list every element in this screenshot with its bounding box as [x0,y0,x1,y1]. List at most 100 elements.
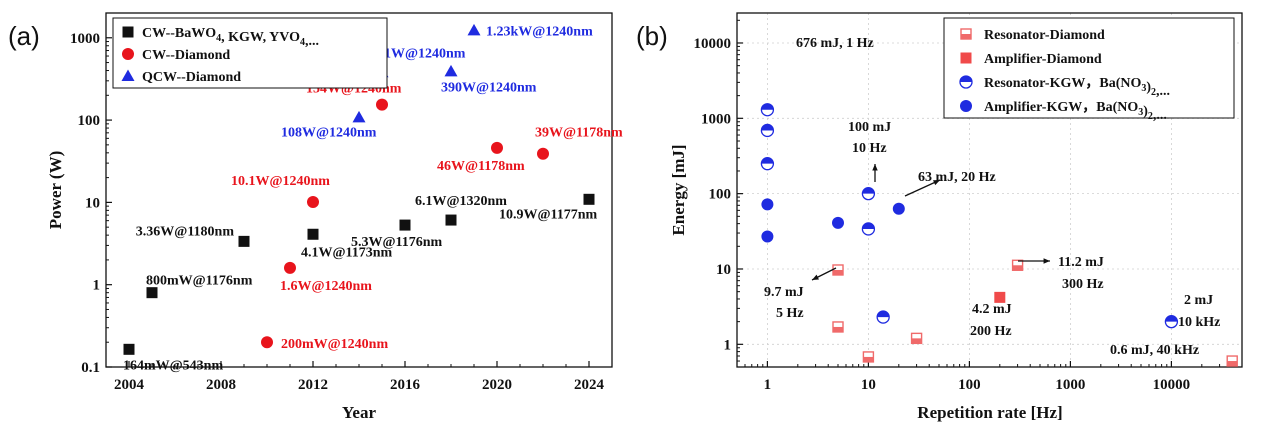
x-tick-label-b: 100 [958,377,981,393]
legend-marker-b [960,28,972,40]
legend-label-b: Amplifier-KGW，Ba(NO3)2,... [984,100,1167,123]
data-label-a: 3.36W@1180nm [136,224,235,239]
legend-marker-a [122,48,134,60]
annotation-b: 4.2 mJ [972,302,1012,317]
x-tick-label-b: 1 [764,377,772,393]
data-point-b [832,264,844,276]
data-label-a: 46W@1178nm [437,159,525,174]
y-tick-label-a: 1 [93,278,101,294]
data-point-a [284,261,296,274]
y-tick-label-b: 1000 [701,111,731,127]
data-point-b [760,157,775,171]
annotation-b: 5 Hz [776,306,804,321]
panel-b-label: (b) [636,21,668,51]
data-point-b [861,222,876,236]
y-tick-label-a: 100 [78,113,101,129]
chart-b: (b) 1 10 100 1000 10000 1 10 100 1000 10000 Repet… [636,12,1243,422]
legend-label-a: CW--BaWO4, KGW, YVO4,... [142,26,319,49]
data-label-a: 6.1W@1320nm [415,194,507,209]
data-label-a: 381W@1240nm [370,46,466,61]
y-tick-label-a: 1000 [70,31,100,47]
x-tick-label-a: 2012 [298,377,328,393]
data-point-b [994,291,1006,303]
y-tick-label-a: 10 [85,195,100,211]
data-label-a: 4.1W@1173nm [301,245,393,260]
data-point-a [352,110,366,123]
legend-label-a: QCW--Diamond [142,70,241,85]
data-point-a [307,196,319,209]
legend-marker-b [960,100,972,112]
data-point-b [761,198,774,211]
data-label-a: 5.3W@1176nm [351,235,443,250]
annotation-b: 10 Hz [852,141,887,156]
data-point-a [467,23,481,36]
data-point-a [307,228,319,240]
data-point-a [123,343,135,355]
x-tick-label-b: 10000 [1153,377,1191,393]
data-label-a: 1.23kW@1240nm [486,24,593,39]
data-label-a: 1.6W@1240nm [280,279,372,294]
data-point-b [862,351,875,363]
plot-frame-b [736,12,1243,368]
annotation-b: 676 mJ, 1 Hz [796,36,874,51]
y-axis-title-b: Energy [mJ] [669,144,688,235]
x-tick-label-a: 2016 [390,377,421,393]
chart-a: (a) 2004 2008 2012 2016 2020 2024 0.1 1 10 100 100… [8,12,623,422]
y-tick-label-b: 1 [724,337,732,353]
data-point-b [861,187,876,201]
y-tick-label-b: 10 [716,262,731,278]
x-tick-label-a: 2020 [482,377,512,393]
legend-b [943,17,1235,119]
annotation-arrow-b [1018,258,1050,264]
annotation-b: 300 Hz [1062,277,1104,292]
annotation-b: 100 mJ [848,120,891,135]
data-label-a: 10.1W@1240nm [231,174,330,189]
data-point-a [444,64,458,77]
data-point-b [892,202,905,215]
legend-marker-a [121,69,135,81]
annotation-arrow-b [811,267,837,281]
data-point-b [1164,314,1179,329]
legend-a [112,17,388,89]
data-point-a [399,219,411,231]
data-point-b [760,103,775,117]
data-point-b [910,332,923,345]
x-tick-label-a: 2008 [206,377,236,393]
data-label-a: 108W@1240nm [281,125,377,140]
legend-marker-b [959,75,973,89]
data-label-a: 800mW@1176nm [146,274,253,289]
y-tick-label-b: 100 [709,187,732,203]
data-point-a [238,235,250,247]
x-axis-title-a: Year [342,403,376,422]
annotation-b: 9.7 mJ [764,285,804,300]
data-point-a [376,98,388,111]
data-label-a: 10.9W@1177nm [499,207,598,222]
x-tick-label-a: 2024 [574,377,605,393]
x-axis-title-b: Repetition rate [Hz] [917,403,1062,422]
y-tick-label-a: 0.1 [81,360,100,376]
data-point-a [491,141,503,154]
panel-a-label: (a) [8,21,40,51]
data-point-a [445,214,457,226]
data-point-a [146,287,158,299]
annotation-b: 63 mJ, 20 Hz [918,170,996,185]
data-point-a [583,193,595,205]
data-label-a: 39W@1178nm [535,126,623,141]
data-label-a: 200mW@1240nm [281,337,388,352]
legend-label-a: CW--Diamond [142,48,230,63]
data-point-b [832,321,844,333]
data-label-a: 390W@1240nm [441,80,537,95]
x-tick-label-b: 10 [861,377,876,393]
x-tick-label-b: 1000 [1055,377,1085,393]
annotation-b: 10 kHz [1178,315,1220,330]
legend-marker-b [960,52,972,64]
data-point-b [876,310,890,324]
legend-marker-a [122,26,134,38]
data-point-b [832,216,844,229]
data-point-b [761,230,774,243]
y-axis-title-a: Power (W) [46,151,65,230]
legend-label-b: Amplifier-Diamond [984,52,1102,67]
data-point-a [537,147,549,160]
data-label-a: 164mW@543nm [123,358,223,373]
